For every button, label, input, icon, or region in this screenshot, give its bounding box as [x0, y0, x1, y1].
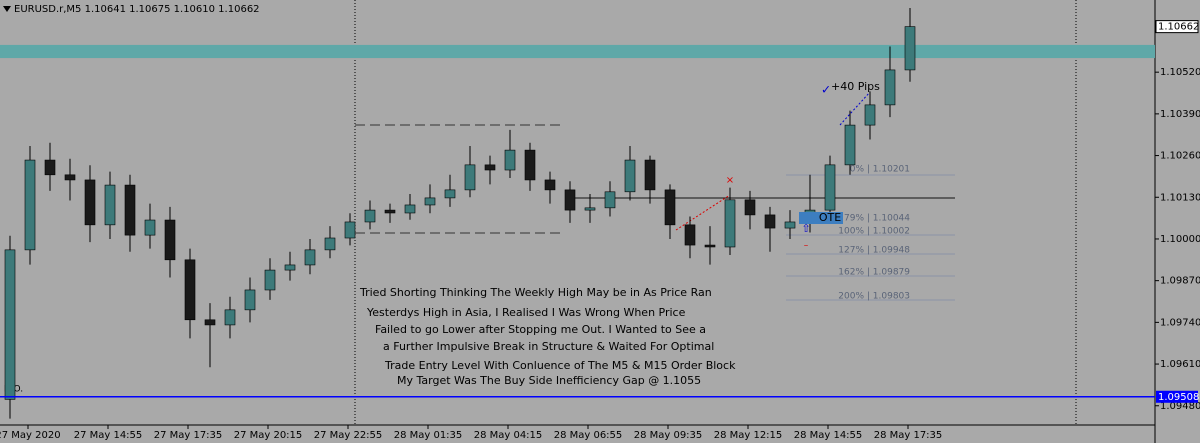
note-line: Yesterdys High in Asia, I Realised I Was… — [366, 306, 686, 319]
candle-body — [264, 269, 276, 291]
ote-box — [799, 212, 843, 224]
candle-body — [344, 221, 356, 239]
candle-body — [224, 309, 236, 326]
exit-marker: × — [726, 175, 734, 186]
candle-body — [584, 207, 596, 211]
chart-title: EURUSD.r,M5 1.10641 1.10675 1.10610 1.10… — [14, 4, 260, 15]
x-tick-label: 27 May 20:15 — [234, 430, 303, 441]
ote-label: OTE — [819, 211, 841, 224]
candle-body — [864, 104, 876, 126]
note-line: My Target Was The Buy Side Inefficiency … — [397, 374, 701, 387]
candle-body — [304, 249, 316, 266]
x-tick-label: 28 May 01:35 — [394, 430, 463, 441]
candle-body — [484, 164, 496, 171]
candle-body — [404, 204, 416, 214]
candle-body — [664, 189, 676, 226]
candle-body — [544, 179, 556, 191]
candle-body — [284, 264, 296, 271]
candle-body — [684, 224, 696, 246]
entry-arrow: ⇧ — [801, 222, 810, 235]
candle-body — [644, 159, 656, 191]
y-tick-label: 1.09740 — [1160, 317, 1200, 328]
trade-line — [675, 194, 731, 231]
x-tick-label: 28 May 17:35 — [874, 430, 943, 441]
candle-body — [704, 244, 716, 248]
target-line — [839, 91, 871, 126]
candle-body — [4, 249, 16, 400]
candle-body — [424, 197, 436, 206]
candle-body — [904, 26, 916, 71]
y-tick-label: 1.10260 — [1160, 151, 1200, 162]
x-tick-label: 27 May 17:35 — [154, 430, 223, 441]
imbalance-zone — [0, 44, 1155, 59]
candle-body — [24, 159, 36, 251]
candle-body — [624, 159, 636, 193]
candle-body — [44, 159, 56, 176]
note-line: Tried Shorting Thinking The Weekly High … — [359, 286, 712, 299]
candle-body — [104, 184, 116, 226]
note-line: Trade Entry Level With Conluence of The … — [384, 359, 736, 372]
level-box — [1156, 390, 1198, 403]
candle-body — [64, 174, 76, 181]
stop-marker: – — [804, 241, 809, 251]
candle-body — [164, 219, 176, 261]
candle-body — [564, 189, 576, 211]
candle-body — [364, 209, 376, 223]
candle-body — [524, 149, 536, 181]
candle-body — [824, 164, 836, 211]
candle-body — [184, 259, 196, 321]
last-price-box — [1155, 20, 1199, 34]
last-price-label: 1.10662 — [1158, 22, 1199, 33]
x-tick-label: 27 May 2020 — [0, 430, 61, 441]
fib-label: 200% | 1.09803 — [838, 292, 910, 302]
note-line: Failed to go Lower after Stopping me Out… — [375, 323, 706, 336]
candle-body — [84, 179, 96, 226]
x-tick-label: 27 May 22:55 — [314, 430, 383, 441]
candle-body — [464, 164, 476, 191]
fib-label: 162% | 1.09879 — [838, 268, 910, 278]
x-tick-label: 28 May 14:55 — [794, 430, 863, 441]
check-mark: ✓ — [821, 83, 831, 97]
y-tick-label: 1.10130 — [1160, 192, 1200, 203]
candle-body — [884, 69, 896, 106]
level-label: 1.09508 — [1158, 392, 1199, 403]
candle-body — [504, 149, 516, 171]
y-tick-label: 1.09870 — [1160, 276, 1200, 287]
candle-body — [744, 199, 756, 216]
x-tick-label: 28 May 04:15 — [474, 430, 543, 441]
candle-body — [244, 289, 256, 311]
candle-body — [204, 319, 216, 326]
candle-body — [444, 189, 456, 199]
y-tick-label: 1.10390 — [1160, 109, 1200, 120]
candle-body — [144, 219, 156, 236]
candle-body — [384, 209, 396, 214]
fib-label: 127% | 1.09948 — [838, 246, 910, 256]
fib-label: 100% | 1.10002 — [838, 227, 910, 237]
candle-body — [604, 191, 616, 209]
note-line: a Further Impulsive Break in Structure &… — [383, 340, 714, 353]
x-tick-label: 28 May 12:15 — [714, 430, 783, 441]
fib-label: 79% | 1.10044 — [844, 214, 910, 224]
candle-body — [724, 199, 736, 248]
candle-body — [844, 124, 856, 166]
y-tick-label: 1.10000 — [1160, 234, 1200, 245]
y-tick-label: 1.10520 — [1160, 67, 1200, 78]
y-tick-label: 1.09480 — [1160, 401, 1200, 412]
candle-body — [124, 184, 136, 236]
y-tick-label: 1.09610 — [1160, 359, 1200, 370]
fib-label: 0% | 1.10201 — [850, 165, 910, 175]
candle-body — [324, 237, 336, 251]
pips-label: +40 Pips — [831, 80, 880, 93]
candle-body — [764, 214, 776, 229]
candle-body — [784, 221, 796, 229]
menu-arrow[interactable] — [3, 6, 11, 12]
x-tick-label: 27 May 14:55 — [74, 430, 143, 441]
x-tick-label: 28 May 06:55 — [554, 430, 623, 441]
x-tick-label: 28 May 09:35 — [634, 430, 703, 441]
